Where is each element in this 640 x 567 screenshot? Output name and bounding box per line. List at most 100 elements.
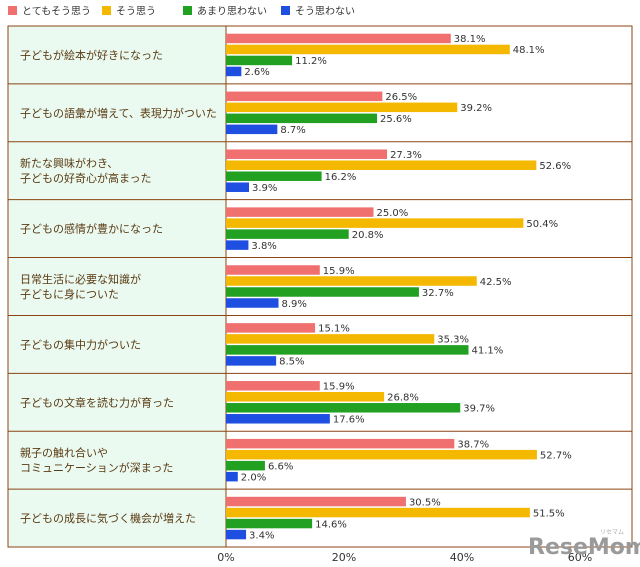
data-label: 42.5% <box>480 277 512 288</box>
data-label: 8.5% <box>279 357 304 368</box>
x-tick-label: 40% <box>450 551 474 564</box>
bar <box>226 438 455 449</box>
data-label: 52.6% <box>539 161 571 172</box>
category-label: 子どもの語彙が増えて、表現力がついた <box>20 106 217 120</box>
category-panel <box>8 26 226 547</box>
data-label: 2.0% <box>241 472 266 483</box>
x-tick-label: 60% <box>568 551 592 564</box>
data-label: 14.6% <box>315 519 347 530</box>
bar <box>226 414 330 424</box>
data-label: 52.7% <box>540 450 572 461</box>
category-label: 日常生活に必要な知識が <box>20 272 141 286</box>
data-label: 39.7% <box>463 404 495 415</box>
category-label: 子どもの感情が豊かになった <box>20 222 163 236</box>
chart-frame <box>7 25 633 548</box>
data-label: 26.5% <box>385 92 417 103</box>
data-label: 26.8% <box>387 393 419 404</box>
data-label: 6.6% <box>268 461 293 472</box>
data-label: 41.1% <box>471 346 503 357</box>
data-label: 38.7% <box>457 439 489 450</box>
bar <box>226 529 247 540</box>
category-label: 子どもが絵本が好きになった <box>20 48 163 62</box>
x-tick-label: 0% <box>217 551 234 564</box>
data-label: 3.4% <box>249 530 274 541</box>
bar <box>226 171 322 181</box>
bar <box>226 182 250 192</box>
bar <box>226 240 249 250</box>
bar <box>226 91 383 102</box>
category-labels: 子どもが絵本が好きになった子どもの語彙が増えて、表現力がついた新たな興味がわき、… <box>8 26 632 547</box>
data-label: 20.8% <box>352 230 384 241</box>
x-tick-label: 20% <box>332 551 356 564</box>
data-label: 3.9% <box>252 183 277 194</box>
bars <box>226 33 537 540</box>
data-label: 2.6% <box>244 67 269 78</box>
legend-label: そう思わない <box>295 6 355 18</box>
bar <box>226 334 435 344</box>
legend-swatch <box>183 6 192 15</box>
data-label: 8.9% <box>282 299 307 310</box>
data-label: 30.5% <box>409 497 441 508</box>
bar <box>226 323 316 333</box>
bar <box>226 287 419 297</box>
category-label: 親子の触れ合いや <box>20 446 108 460</box>
bar <box>226 496 406 507</box>
bar <box>226 149 388 159</box>
category-label: 子どもの集中力がついた <box>20 337 141 351</box>
logo-text: ReseMom <box>528 535 640 560</box>
legend: とてもそう思う そう思う あまり思わない そう思わない <box>8 6 355 18</box>
bar <box>226 460 265 471</box>
bar <box>226 403 461 413</box>
bar <box>226 33 451 44</box>
bar <box>226 276 477 286</box>
category-label: 新たな興味がわき、 <box>20 156 118 170</box>
bar <box>226 471 238 482</box>
data-label: 16.2% <box>325 172 357 183</box>
data-label: 39.2% <box>460 103 492 114</box>
bar <box>226 356 277 366</box>
data-label: 11.2% <box>295 56 327 67</box>
data-label: 25.6% <box>380 114 412 125</box>
logo-sub-text: リセマム <box>600 529 624 536</box>
bar <box>226 345 469 355</box>
category-label: 子どもの文章を読む力が育った <box>20 395 174 409</box>
bar <box>226 381 320 391</box>
resemom-logo: ReseMom リセマム <box>528 529 640 560</box>
data-label: 15.9% <box>323 266 355 277</box>
legend-label: そう思う <box>116 6 156 18</box>
bar <box>226 229 349 239</box>
bar <box>226 298 279 308</box>
data-label: 3.8% <box>251 241 276 252</box>
bar <box>226 124 278 135</box>
bar <box>226 218 524 228</box>
data-label: 50.4% <box>526 219 558 230</box>
legend-label: とてもそう思う <box>22 6 91 18</box>
bar <box>226 55 293 66</box>
bar <box>226 207 374 217</box>
bar <box>226 265 320 275</box>
bar <box>226 392 385 402</box>
bar <box>226 160 537 170</box>
legend-label: あまり思わない <box>197 6 267 18</box>
bar <box>226 518 313 529</box>
data-label: 27.3% <box>390 150 422 161</box>
bar <box>226 449 537 460</box>
data-label: 35.3% <box>437 335 469 346</box>
category-label: 子どもの成長に気づく機会が増えた <box>20 511 196 525</box>
data-label: 48.1% <box>513 45 545 56</box>
bar <box>226 44 510 55</box>
value-labels: 38.1% 48.1% 11.2% 2.6% 26.5% 39.2% 25.6% 8.7% 27… <box>241 34 572 541</box>
data-label: 8.7% <box>280 125 305 136</box>
data-label: 38.1% <box>454 34 486 45</box>
data-label: 32.7% <box>422 288 454 299</box>
data-label: 15.1% <box>318 324 350 335</box>
data-label: 25.0% <box>377 208 409 219</box>
legend-swatch <box>281 6 290 15</box>
legend-swatch <box>102 6 111 15</box>
data-label: 17.6% <box>333 415 365 426</box>
bar <box>226 66 242 77</box>
category-label: 子どもに身についた <box>20 287 119 301</box>
category-label: コミュニケーションが深まった <box>20 461 173 475</box>
x-axis-ticks: 0%20%40%60%80%100% <box>217 551 592 564</box>
